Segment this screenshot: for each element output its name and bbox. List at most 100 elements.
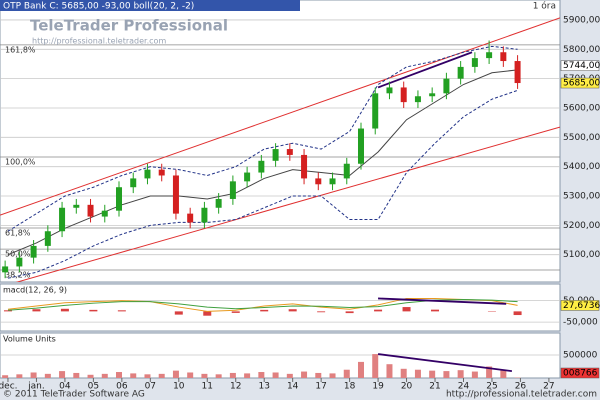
volume-bar [258, 372, 265, 378]
price-layer: 161,8% 100,0% 61,8% 50,0% 38,2% [0, 17, 560, 282]
volume-bar [201, 373, 208, 378]
candle-body [87, 204, 94, 217]
macd-bar [431, 309, 440, 312]
candle-body [500, 52, 507, 62]
x-tick-label: 20 [401, 382, 413, 392]
volume-bar [187, 372, 194, 378]
x-tick-label: 27 [543, 382, 554, 392]
x-tick-label: 24 [458, 382, 470, 392]
value-marker [560, 77, 600, 89]
x-tick-label: 17 [315, 382, 326, 392]
value-marker-label: 008766 [563, 369, 598, 379]
candle-body [272, 149, 279, 161]
volume-bar [158, 373, 165, 378]
trend-line [0, 17, 560, 216]
value-marker [560, 367, 600, 379]
watermark: TeleTrader Professional [30, 17, 228, 35]
volume-panel [0, 332, 561, 379]
layer: dec. jan. 04 05 06 07 10 11 12 13 14 17 18 19 20 21 24 25… [0, 15, 600, 392]
y-tick-label: 5900,00 [563, 15, 600, 25]
trend-line [378, 297, 507, 305]
price-panel [0, 0, 561, 283]
timeframe: 1 óra [533, 1, 556, 12]
y-tick-label: 5600,00 [563, 103, 600, 113]
volume-bar [471, 371, 478, 378]
candle-body [73, 204, 80, 208]
macd-bar [345, 311, 354, 314]
trend-line [377, 353, 512, 372]
y-tick-label: 5800,00 [563, 45, 600, 55]
candle-body [59, 207, 66, 232]
candle-body [215, 198, 222, 208]
value-marker-label: 27,6736 [563, 301, 600, 311]
x-tick-label: 19 [372, 382, 384, 392]
candle-body [486, 52, 493, 59]
macd-bar [32, 309, 41, 312]
line [7, 297, 518, 312]
volume-bar [244, 373, 251, 378]
volume-bar [372, 354, 379, 378]
candle-body [400, 87, 407, 103]
candle-body [44, 231, 51, 246]
candle-body [414, 96, 421, 103]
candle-body [343, 163, 350, 179]
level-label: 38,2% [5, 270, 31, 279]
x-tick-label: 04 [59, 382, 71, 392]
candle-body [2, 266, 9, 273]
candle-body [329, 178, 336, 185]
x-tick-label: 18 [344, 382, 356, 392]
volume-bar [59, 371, 66, 378]
volume-bar [16, 374, 23, 378]
footer-right: http://professional.teletrader.com [446, 390, 597, 400]
macd-bar [231, 311, 240, 313]
candle-body [471, 58, 478, 67]
candle-body [30, 245, 37, 258]
value-marker-label: 5744,00 [563, 61, 600, 71]
volume-bar [215, 374, 222, 378]
candle-body [130, 178, 137, 188]
x-tick-label: 26 [515, 382, 527, 392]
value-marker [560, 60, 600, 71]
macd-layer [3, 297, 522, 316]
level-label: 161,8% [5, 45, 36, 54]
candle-body [158, 169, 165, 176]
macd-bar [203, 311, 212, 316]
panel-title: macd(12, 26, 9) [3, 286, 67, 295]
volume-bar [357, 361, 364, 378]
x-tick-label: 07 [145, 382, 156, 392]
volume-bar [286, 373, 293, 378]
value-marker-label: 5685,00 [563, 79, 600, 89]
macd-bar [317, 311, 326, 313]
header-title: OTP Bank C: 5685,00 -93,00 boll(20, 2, -… [3, 2, 194, 12]
x-tick-label: dec. [0, 382, 18, 392]
macd-bar [402, 307, 411, 312]
candle-body [315, 178, 322, 185]
volume-bar [301, 371, 308, 378]
volume-bar [73, 372, 80, 378]
level-label: 100,0% [5, 157, 36, 166]
macd-bar [174, 311, 183, 315]
candle-body [386, 87, 393, 94]
candle-body [201, 207, 208, 223]
y-tick-label: 5200,00 [563, 221, 600, 231]
x-tick-label: 25 [486, 382, 497, 392]
macd-bar [60, 308, 69, 312]
macd-bar [260, 309, 269, 312]
macd-bar [513, 311, 522, 316]
volume-bar [87, 374, 94, 378]
watermark-url: http://professional.teletrader.com [32, 37, 166, 46]
volume-bar [400, 368, 407, 378]
macd-bar [117, 310, 126, 312]
y-tick-label: 5500,00 [563, 133, 600, 143]
volume-bar [343, 369, 350, 378]
volume-bar [44, 373, 51, 378]
candle-body [372, 93, 379, 129]
trend-line [15, 126, 560, 282]
volume-bar [414, 369, 421, 378]
candle-body [301, 154, 308, 179]
volume-bar [386, 364, 393, 378]
macd-bar [89, 309, 98, 312]
candle-body [443, 78, 450, 94]
y-tick-label: 5300,00 [563, 192, 600, 202]
